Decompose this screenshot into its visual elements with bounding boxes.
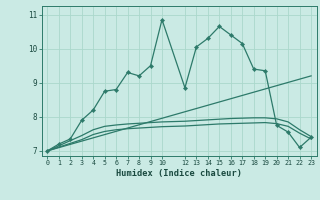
X-axis label: Humidex (Indice chaleur): Humidex (Indice chaleur) bbox=[116, 169, 242, 178]
